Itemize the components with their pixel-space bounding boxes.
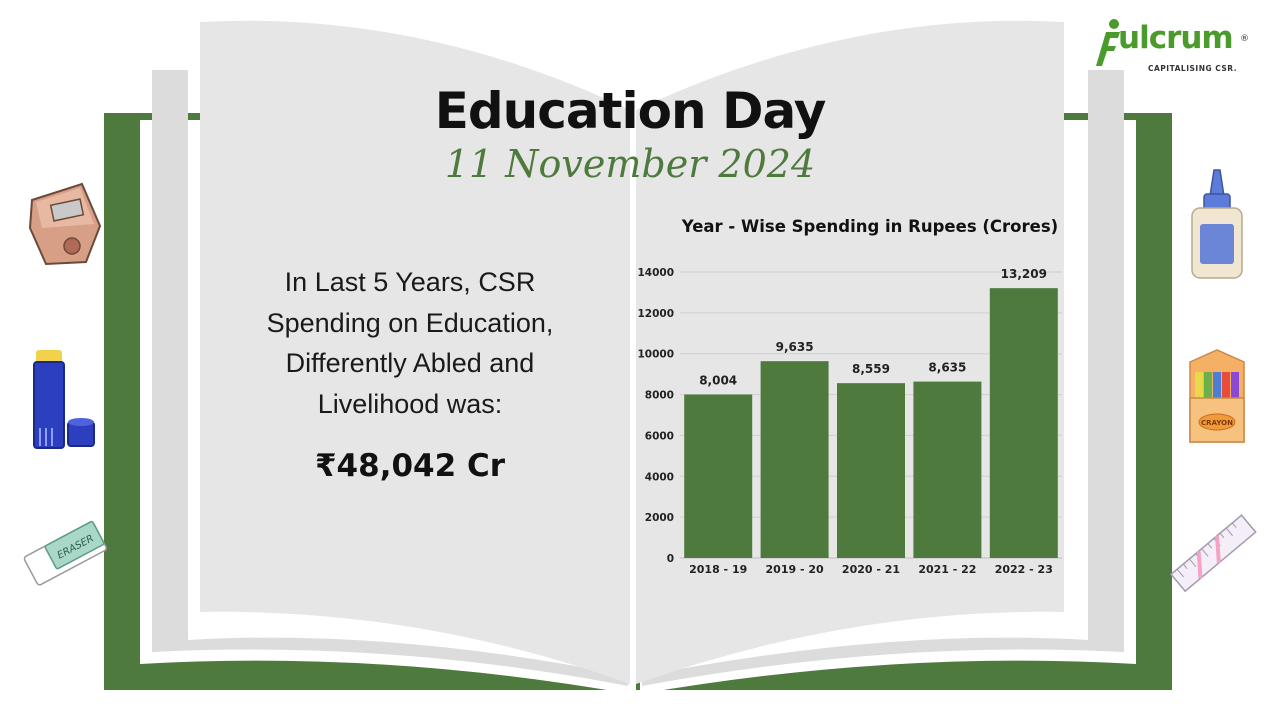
y-tick-label: 2000 — [645, 512, 674, 524]
ruler-icon — [1169, 514, 1257, 593]
bar — [760, 361, 829, 558]
bar — [913, 381, 982, 558]
book-stack-right — [1088, 70, 1124, 652]
x-tick-label: 2018 - 19 — [689, 563, 747, 576]
statement-line: Differently Abled and — [285, 348, 535, 378]
fulcrum-logo: ulcrum ® CAPITALISING CSR. — [1096, 16, 1256, 76]
logo-tagline: CAPITALISING CSR. — [1148, 64, 1238, 73]
crayon-label: CRAYON — [1201, 419, 1233, 427]
data-label: 8,559 — [852, 362, 890, 376]
data-label: 9,635 — [776, 340, 814, 354]
statement-line: Livelihood was: — [317, 388, 503, 419]
bar — [989, 288, 1058, 558]
x-tick-label: 2022 - 23 — [995, 563, 1053, 576]
y-tick-label: 8000 — [645, 390, 674, 402]
eraser-icon: ERASER — [23, 520, 107, 586]
y-tick-label: 14000 — [637, 267, 674, 279]
logo-wordmark: ulcrum — [1118, 20, 1234, 56]
event-date: 11 November 2024 — [444, 142, 816, 186]
data-label: 13,209 — [1001, 267, 1047, 281]
statement-line: Spending on Education, — [266, 307, 554, 338]
y-tick-label: 12000 — [637, 308, 674, 320]
book-stack-bottom-right — [642, 637, 1124, 686]
y-tick-label: 4000 — [645, 471, 674, 483]
crayon-box-icon: CRAYON — [1189, 349, 1245, 443]
y-tick-label: 0 — [667, 553, 674, 565]
pencil-sharpener-icon — [28, 182, 102, 266]
glue-stick-icon — [33, 350, 95, 449]
total-spending: ₹48,042 Cr — [314, 448, 506, 484]
book-stack-bottom-left — [152, 637, 628, 686]
logo-registered-mark: ® — [1240, 34, 1249, 44]
data-label: 8,004 — [699, 373, 737, 387]
bar — [837, 383, 905, 558]
data-label: 8,635 — [928, 361, 966, 375]
glue-bottle-icon — [1191, 169, 1243, 279]
bar — [684, 394, 753, 558]
x-tick-label: 2020 - 21 — [842, 563, 900, 576]
page-title: Education Day — [434, 82, 827, 140]
book-stack-left — [152, 70, 188, 652]
book-page-left — [200, 20, 630, 684]
statement-line: In Last 5 Years, CSR — [284, 267, 536, 297]
runner-f-icon — [1096, 19, 1120, 66]
chart-title: Year - Wise Spending in Rupees (Crores) — [681, 217, 1059, 236]
y-tick-label: 6000 — [645, 430, 674, 442]
x-tick-label: 2019 - 20 — [766, 563, 824, 576]
x-tick-label: 2021 - 22 — [918, 563, 976, 576]
y-tick-label: 10000 — [637, 349, 674, 361]
csr-statement: In Last 5 Years, CSR Spending on Educati… — [225, 262, 595, 424]
